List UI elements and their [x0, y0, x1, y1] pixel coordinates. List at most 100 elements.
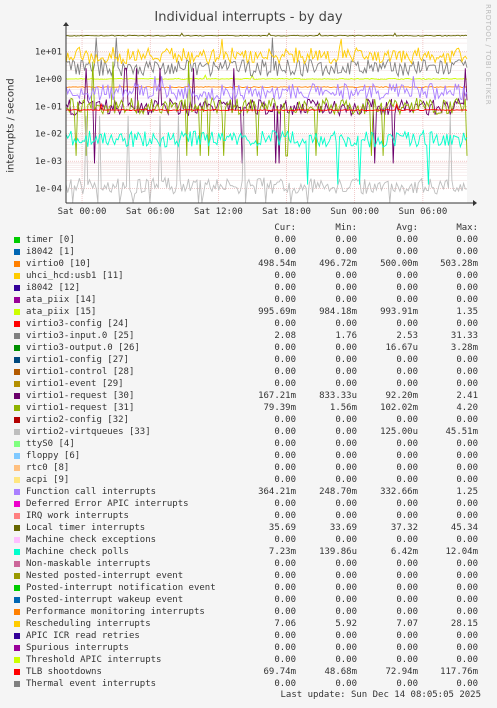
legend-max-value: 2.41	[456, 391, 478, 401]
legend-swatch	[14, 249, 20, 255]
legend-row: Posted-interrupt notification event 0.00 0…	[0, 582, 497, 594]
legend-row: i8042 [12] 0.00 0.00 0.00 0.00	[0, 282, 497, 294]
legend-cur-value: 0.00	[274, 511, 296, 521]
legend-row: Function call interrupts 364.21m 248.70m 33…	[0, 486, 497, 498]
legend-swatch	[14, 573, 20, 579]
legend-series-name: Machine check exceptions	[26, 535, 157, 545]
legend-min-value: 0.00	[335, 511, 357, 521]
plot-area	[66, 30, 467, 203]
legend-swatch	[14, 609, 20, 615]
legend-series-name: Posted-interrupt wakeup event	[26, 595, 184, 605]
legend-cur-value: 0.00	[274, 499, 296, 509]
legend-swatch	[14, 585, 20, 591]
legend-swatch	[14, 333, 20, 339]
legend-row: virtio1-control [28] 0.00 0.00 0.00 0.00	[0, 366, 497, 378]
legend-max-value: 503.28m	[440, 259, 478, 269]
legend-max-value: 0.00	[456, 463, 478, 473]
legend-swatch	[14, 465, 20, 471]
legend-row: IRQ work interrupts 0.00 0.00 0.00 0.00	[0, 510, 497, 522]
legend-avg-value: 2.53	[396, 331, 418, 341]
legend-max-value: 0.00	[456, 283, 478, 293]
legend-series-name: Function call interrupts	[26, 487, 157, 497]
legend-cur-value: 0.00	[274, 679, 296, 689]
x-tick-label: Sat 12:00	[194, 207, 243, 217]
legend-series-name: virtio3-input.0 [25]	[26, 331, 135, 341]
legend-swatch	[14, 537, 20, 543]
legend-swatch	[14, 393, 20, 399]
legend-avg-value: 7.07	[396, 619, 418, 629]
legend-row: Spurious interrupts 0.00 0.00 0.00 0.00	[0, 642, 497, 654]
legend-series-name: Machine check polls	[26, 547, 129, 557]
legend-max-value: 0.00	[456, 643, 478, 653]
legend-max-value: 3.28m	[450, 343, 478, 353]
legend-swatch	[14, 633, 20, 639]
legend-series-name: virtio3-output.0 [26]	[26, 343, 140, 353]
legend-cur-value: 2.08	[274, 331, 296, 341]
legend-cur-value: 0.00	[274, 643, 296, 653]
legend-avg-value: 0.00	[396, 583, 418, 593]
legend-avg-value: 16.67u	[385, 343, 418, 353]
legend-series-name: i8042 [12]	[26, 283, 81, 293]
legend-min-value: 0.00	[335, 247, 357, 257]
legend-row: virtio3-output.0 [26] 0.00 0.00 16.67u 3.28m	[0, 342, 497, 354]
legend-avg-value: 6.42m	[390, 547, 418, 557]
legend-avg-value: 0.00	[396, 643, 418, 653]
legend-row: virtio2-virtqueues [33] 0.00 0.00 125.00u 45…	[0, 426, 497, 438]
legend-swatch	[14, 669, 20, 675]
legend-swatch	[14, 357, 20, 363]
legend-row: virtio1-request [31] 79.39m 1.56m 102.02m 4.…	[0, 402, 497, 414]
legend-row: Rescheduling interrupts 7.06 5.92 7.07 28.15	[0, 618, 497, 630]
legend-avg-value: 0.00	[396, 571, 418, 581]
legend-min-value: 0.00	[335, 595, 357, 605]
legend-max-value: 0.00	[456, 607, 478, 617]
legend-avg-value: 0.00	[396, 319, 418, 329]
x-tick-label: Sun 06:00	[398, 207, 447, 217]
x-axis-arrow	[473, 200, 477, 206]
legend-cur-value: 0.00	[274, 271, 296, 281]
legend-max-value: 0.00	[456, 439, 478, 449]
legend-series-name: i8042 [1]	[26, 247, 75, 257]
legend-max-value: 28.15	[450, 619, 478, 629]
legend-min-value: 984.18m	[319, 307, 357, 317]
legend-avg-value: 37.32	[390, 523, 418, 533]
col-cur-header: Cur:	[274, 223, 296, 233]
legend-avg-value: 0.00	[396, 439, 418, 449]
legend-max-value: 45.34	[450, 523, 478, 533]
legend-cur-value: 498.54m	[258, 259, 296, 269]
legend-swatch	[14, 261, 20, 267]
legend-min-value: 0.00	[335, 271, 357, 281]
rrdtool-watermark: RRDTOOL / TOBI OETIKER	[484, 4, 492, 106]
legend-avg-value: 92.20m	[385, 391, 418, 401]
legend-cur-value: 0.00	[274, 319, 296, 329]
legend-avg-value: 0.00	[396, 451, 418, 461]
legend-avg-value: 0.00	[396, 499, 418, 509]
legend-series-name: Deferred Error APIC interrupts	[26, 499, 189, 509]
legend-min-value: 0.00	[335, 439, 357, 449]
legend-max-value: 1.25	[456, 487, 478, 497]
legend-cur-value: 7.23m	[268, 547, 296, 557]
legend-swatch	[14, 237, 20, 243]
legend-swatch	[14, 321, 20, 327]
y-tick-label: 1e-03	[35, 157, 62, 167]
legend-series-name: ttyS0 [4]	[26, 439, 75, 449]
legend-row: TLB shootdowns 69.74m 48.68m 72.94m 117.76m	[0, 666, 497, 678]
legend-cur-value: 0.00	[274, 607, 296, 617]
series-line	[65, 115, 467, 203]
legend-series-name: Spurious interrupts	[26, 643, 129, 653]
legend-cur-value: 0.00	[274, 343, 296, 353]
legend-max-value: 0.00	[456, 571, 478, 581]
legend-min-value: 1.56m	[329, 403, 357, 413]
y-tick-label: 1e-04	[35, 185, 62, 195]
x-tick-label: Sat 06:00	[126, 207, 175, 217]
legend-series-name: virtio2-config [32]	[26, 415, 129, 425]
legend-min-value: 5.92	[335, 619, 357, 629]
legend-avg-value: 0.00	[396, 679, 418, 689]
legend-avg-value: 0.00	[396, 415, 418, 425]
legend-cur-value: 0.00	[274, 595, 296, 605]
legend-row: i8042 [1] 0.00 0.00 0.00 0.00	[0, 246, 497, 258]
legend-avg-value: 0.00	[396, 247, 418, 257]
legend-swatch	[14, 489, 20, 495]
legend-avg-value: 0.00	[396, 607, 418, 617]
legend-cur-value: 0.00	[274, 655, 296, 665]
legend-min-value: 0.00	[335, 571, 357, 581]
